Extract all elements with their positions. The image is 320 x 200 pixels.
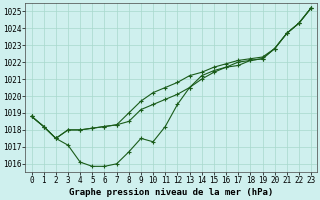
- X-axis label: Graphe pression niveau de la mer (hPa): Graphe pression niveau de la mer (hPa): [69, 188, 274, 197]
